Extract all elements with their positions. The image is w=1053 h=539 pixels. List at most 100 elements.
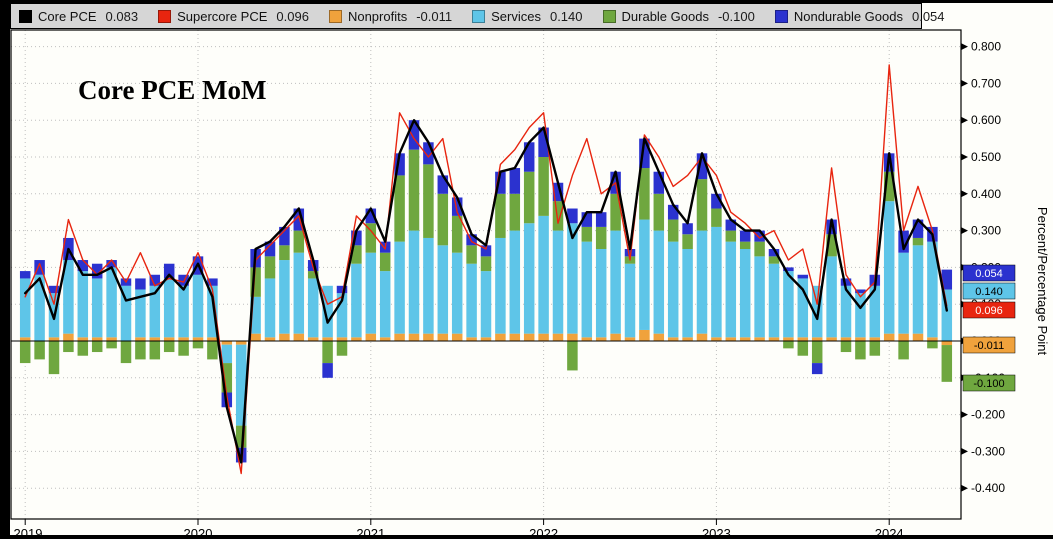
- legend-bar: Core PCE 0.083 Supercore PCE 0.096 Nonpr…: [10, 3, 945, 29]
- bar-segment: [437, 333, 449, 341]
- svg-text:0.500: 0.500: [971, 150, 1001, 164]
- last-value-badges: 0.054 0.140 0.096 -0.011 -0.100: [962, 264, 1016, 392]
- services-swatch-icon: [472, 9, 486, 23]
- bar-segment: [279, 245, 290, 261]
- bar-segment: [725, 230, 737, 242]
- supercore-pce-swatch-icon: [158, 9, 172, 23]
- bar-segment: [595, 249, 607, 338]
- svg-text:-0.011: -0.011: [974, 340, 1004, 352]
- bar-segment: [34, 341, 45, 360]
- legend-item-value: 0.083: [105, 8, 139, 24]
- bar-segment: [135, 337, 146, 341]
- chart-panel: Core PCE 0.083 Supercore PCE 0.096 Nonpr…: [10, 3, 1053, 535]
- bar-segment: [667, 337, 679, 341]
- bar-segment: [567, 341, 578, 371]
- bar-segment: [163, 263, 175, 279]
- legend-item-core-pce[interactable]: Core PCE 0.083: [19, 9, 138, 24]
- bar-segment: [725, 337, 737, 341]
- svg-text:-0.100: -0.100: [973, 378, 1004, 390]
- bar-segment: [509, 193, 521, 231]
- bar-segment: [235, 425, 247, 448]
- bar-segment: [538, 333, 549, 341]
- bar-segment: [322, 341, 333, 364]
- bar-segment: [365, 252, 377, 334]
- legend-item-value: -0.100: [717, 8, 755, 24]
- bar-segment: [653, 171, 665, 194]
- core-pce-line: [23, 118, 948, 464]
- bar-segment: [235, 341, 247, 345]
- bar-segment: [293, 230, 305, 253]
- legend-item-durable-goods[interactable]: Durable Goods -0.100: [602, 8, 755, 24]
- bar-segment: [682, 234, 693, 249]
- y-axis-title: Percent/Percentage Point: [1035, 207, 1050, 356]
- bar-segment: [178, 274, 189, 286]
- bar-segment: [351, 245, 362, 264]
- bar-segment: [192, 274, 204, 338]
- bar-segment: [595, 337, 607, 341]
- bar-segment: [423, 142, 434, 165]
- bar-segment: [797, 337, 809, 341]
- bar-segment: [855, 289, 866, 294]
- bar-segment: [855, 293, 866, 338]
- value-badge: [962, 336, 1016, 354]
- bar-segment: [91, 278, 103, 338]
- svg-text:2019: 2019: [14, 526, 43, 535]
- bar-segment: [207, 337, 218, 341]
- bar-segment: [77, 337, 89, 341]
- core-pce-swatch-icon: [19, 9, 32, 23]
- supercore-pce-line: [24, 64, 948, 475]
- bar-segment: [91, 337, 103, 341]
- bar-segment: [855, 337, 866, 341]
- legend-item-nondurable-goods[interactable]: Nondurable Goods 0.054: [774, 9, 945, 24]
- bar-segment: [279, 260, 290, 334]
- bar-segment: [826, 337, 837, 341]
- bar-segment: [293, 333, 305, 341]
- bar-segment: [394, 153, 405, 176]
- bar-segment: [509, 230, 521, 334]
- bar-segment: [451, 333, 463, 341]
- bar-segment: [754, 256, 765, 338]
- value-badge: [962, 282, 1016, 300]
- bar-segment: [264, 337, 276, 341]
- bar-segment: [322, 337, 333, 341]
- svg-text:0.400: 0.400: [971, 187, 1001, 201]
- bar-segment: [264, 278, 276, 338]
- bar-segment: [221, 363, 233, 393]
- bar-segment: [77, 341, 89, 356]
- bars-layer: [19, 120, 953, 463]
- legend-item-nonprofits[interactable]: Nonprofits -0.011: [328, 9, 452, 24]
- bar-segment: [711, 337, 722, 341]
- bar-segment: [739, 337, 751, 341]
- bar-segment: [552, 182, 564, 202]
- bar-segment: [451, 197, 463, 216]
- bar-segment: [941, 289, 953, 341]
- bar-segment: [941, 269, 953, 290]
- nondurable-goods-swatch-icon: [774, 9, 788, 23]
- bar-segment: [552, 201, 564, 231]
- bar-segment: [466, 234, 477, 246]
- bar-segment: [941, 341, 953, 346]
- chart-canvas: 0.8000.7000.6000.5000.4000.3000.2000.100…: [10, 29, 1050, 535]
- legend-item-label: Supercore PCE: [177, 8, 268, 24]
- nonprofits-swatch-icon: [328, 9, 342, 23]
- bar-segment: [725, 241, 737, 338]
- bar-segment: [379, 337, 391, 341]
- bar-segment: [783, 341, 794, 349]
- bar-segment: [149, 285, 161, 338]
- bar-segment: [797, 274, 809, 279]
- bar-segment: [639, 219, 650, 330]
- legend-item-services[interactable]: Services 0.140: [472, 9, 583, 24]
- bar-segment: [336, 341, 348, 356]
- bar-segment: [63, 260, 74, 334]
- bar-segment: [768, 263, 780, 338]
- bar-segment: [250, 296, 261, 334]
- bar-segment: [48, 341, 60, 375]
- value-badge: [962, 374, 1016, 392]
- bar-segment: [739, 230, 751, 242]
- bar-segment: [106, 341, 117, 349]
- bar-segment: [768, 256, 780, 264]
- svg-text:2021: 2021: [356, 526, 385, 535]
- bar-segment: [293, 208, 305, 231]
- legend-item-supercore-pce[interactable]: Supercore PCE 0.096: [158, 9, 309, 24]
- bar-segment: [135, 289, 146, 338]
